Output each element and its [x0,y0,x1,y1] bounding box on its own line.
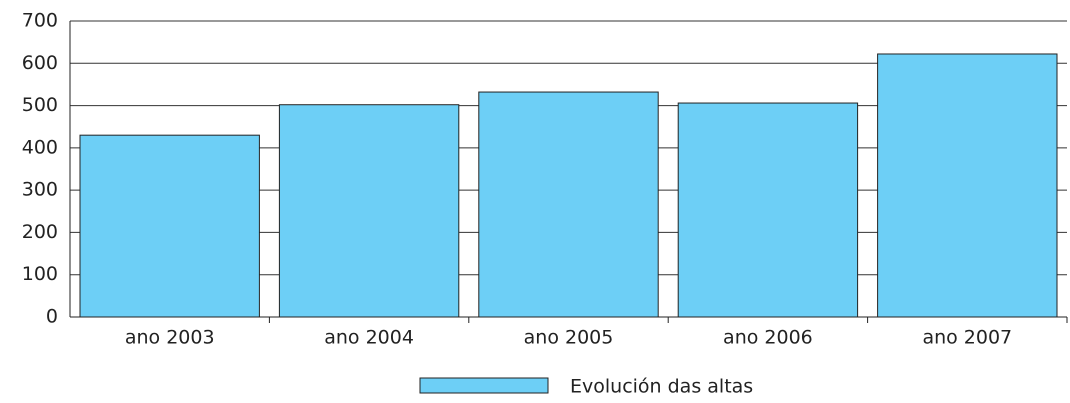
x-tick-label: ano 2004 [324,327,414,349]
y-tick-label: 600 [22,52,58,74]
bar [79,134,260,318]
y-tick-label: 200 [22,221,58,243]
bar [877,53,1058,318]
x-tick-label: ano 2007 [922,327,1012,349]
legend-label: Evolución das altas [570,376,753,398]
y-tick-label: 500 [22,94,58,116]
x-tick-label: ano 2005 [524,327,614,349]
legend-swatch [419,377,549,394]
bar [278,104,460,318]
bar [478,91,659,318]
x-tick-label: ano 2003 [125,327,215,349]
y-tick-label: 300 [22,179,58,201]
y-tick-label: 700 [22,10,58,32]
y-tick-label: 100 [22,263,58,285]
bar [677,102,859,318]
y-tick-label: 0 [46,306,58,328]
x-tick-label: ano 2006 [723,327,813,349]
y-tick-label: 400 [22,136,58,158]
